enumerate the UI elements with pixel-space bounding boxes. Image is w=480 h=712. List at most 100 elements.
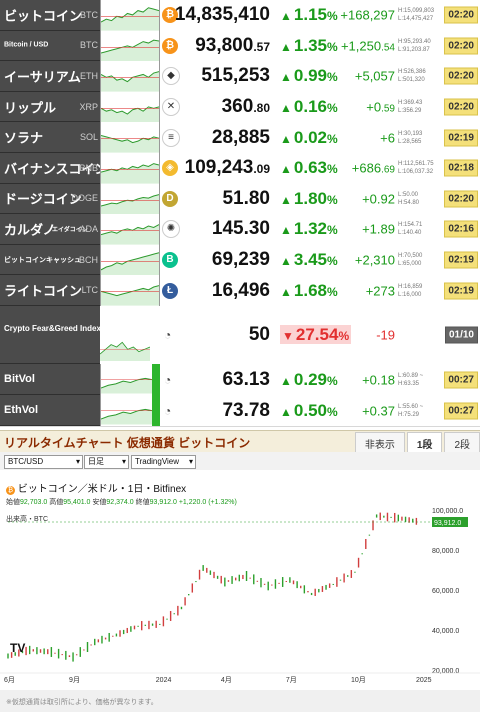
percent-main: 0.16 <box>293 97 327 117</box>
coin-name-cell[interactable]: ソラナ SOL <box>0 122 100 153</box>
sparkline <box>100 122 160 153</box>
coin-name-cell[interactable]: カルダノ エイダコイン ADA <box>0 214 100 245</box>
price-candle <box>144 624 147 626</box>
price-candle <box>21 650 24 654</box>
pair-select[interactable]: BTC/USD <box>4 455 83 469</box>
sparkline-svg <box>101 285 159 306</box>
change-percent: ▲ 1.68% <box>280 281 338 301</box>
price-candle <box>227 580 230 582</box>
vol-sparkline <box>100 395 161 426</box>
diff-main: +686 <box>351 160 382 176</box>
ticker-row-eth[interactable]: イーサリアム ETH ◆ 515,253 ▲ 0.99% +5,057 H:526,386 L:… <box>0 61 480 93</box>
change-percent: ▲ 0.63% <box>280 158 338 178</box>
price-candle <box>65 650 67 660</box>
percent-sign: % <box>326 101 338 116</box>
change-amount: +6 <box>380 130 395 145</box>
price-candle <box>209 570 212 575</box>
coin-name-cell[interactable]: バイナンスコイン BNB <box>0 153 100 184</box>
coin-symbol: BCH <box>78 254 98 265</box>
coin-name-cell[interactable]: リップル XRP <box>0 91 100 123</box>
high-low-range: H:70,500 L:65,000 <box>398 252 440 268</box>
bitcoin-icon: ₿ <box>6 486 15 495</box>
high-low-range: H:369.43 L:356.29 <box>398 99 440 115</box>
percent-main: 1.15 <box>293 5 327 25</box>
ticker-row-btc[interactable]: Bitcoin / USD BTC ₿ 93,800.57 ▲ 1.35% +1,250.5… <box>0 30 480 63</box>
coin-name: ビットコイン <box>4 8 83 24</box>
price-candle <box>234 577 237 581</box>
ticker-row-bnb[interactable]: バイナンスコイン BNB ◈ 109,243.09 ▲ 0.63% +686.69 H:112… <box>0 153 480 185</box>
coin-name-cell[interactable]: ドージコイン DOGE <box>0 183 100 215</box>
price-candle <box>43 648 45 655</box>
price-candle <box>130 626 132 632</box>
price-candle <box>397 514 400 522</box>
price-value: 93,800.57 <box>195 35 270 57</box>
change-value: +1,220.0 (+1.32%) <box>178 499 237 506</box>
price-candle <box>289 577 291 583</box>
high-value: H:16,859 <box>398 283 423 290</box>
coin-subname: エイダコイン <box>52 227 88 234</box>
price-candle <box>245 571 248 581</box>
ticker-row-sol[interactable]: ソラナ SOL ≡ 28,885 ▲ 0.02% +6 H:30,193 L:28,565 02:… <box>0 122 480 154</box>
coin-symbol: XRP <box>79 101 98 112</box>
ticker-row-bch[interactable]: ビットコインキャッシュ BCH B 69,239 ▲ 3.45% +2,310 H:70,50… <box>0 244 480 277</box>
sparkline <box>100 91 160 123</box>
coin-name-cell[interactable]: イーサリアム ETH <box>0 61 100 92</box>
price-candle <box>7 653 9 659</box>
change-amount: +5,057 <box>355 69 395 84</box>
high-low-range: H:15,099,803 L:14,475,427 <box>398 7 440 23</box>
price-candle <box>310 592 313 596</box>
ticker-row-ltc[interactable]: ライトコイン LTC Ł 16,496 ▲ 1.68% +273 H:16,859 L:16,0… <box>0 275 480 307</box>
ticker-row-ada[interactable]: カルダノ エイダコイン ADA ✺ 145.30 ▲ 1.32% +1.89 H:154.71 L… <box>0 214 480 246</box>
price-candle <box>249 577 251 579</box>
price-candle <box>39 649 42 653</box>
ticker-row-doge[interactable]: ドージコイン DOGE D 51.80 ▲ 1.80% +0.92 L:50.00 H:54.8… <box>0 183 480 216</box>
solana-icon: ≡ <box>162 128 180 147</box>
price-value: 360.80 <box>222 96 270 118</box>
price-candle <box>137 625 139 627</box>
price-value: 145.30 <box>212 218 270 240</box>
price-candle <box>332 583 334 585</box>
ticker-row-xrp[interactable]: リップル XRP ✕ 360.80 ▲ 0.16% +0.59 H:369.43 L:356.2… <box>0 91 480 124</box>
percent-sign: % <box>338 329 350 343</box>
sparkline-area <box>101 163 159 184</box>
percent-sign: % <box>326 131 338 146</box>
sparkline-line <box>100 376 161 389</box>
sparkline-svg <box>101 71 159 92</box>
coin-name-cell[interactable]: Bitcoin / USD BTC <box>0 30 100 62</box>
price-candle <box>318 588 320 593</box>
coin-name: Bitcoin / USD <box>4 41 49 49</box>
coin-name-cell[interactable]: ビットコイン BTC <box>0 0 100 31</box>
up-arrow-icon: ▲ <box>280 39 292 54</box>
high-label: 高値 <box>49 499 64 506</box>
up-arrow-icon: ▲ <box>280 192 292 207</box>
vol-sparkline <box>100 364 161 395</box>
price-candle <box>256 580 259 582</box>
price-candle <box>368 534 371 536</box>
percent-main: 0.63 <box>293 158 327 178</box>
ticker-row-btc[interactable]: ビットコイン BTC ₿ 14,835,410 ▲ 1.15% +168,297 H:15,0… <box>0 0 480 32</box>
vol-change-percent: ▲ 0.29% <box>280 370 338 390</box>
view-select[interactable]: TradingView <box>131 455 196 469</box>
sparkline-line <box>101 193 159 207</box>
coin-name-cell[interactable]: ライトコイン LTC <box>0 275 100 306</box>
vol-change-amount: +0.18 <box>362 372 395 387</box>
coin-name-cell[interactable]: ビットコインキャッシュ BCH <box>0 244 100 276</box>
x-tick-label: 10月 <box>351 676 366 684</box>
ticker-row-bitvol[interactable]: BitVol ◔ 63.13 ▲ 0.29% +0.18 L:60.89 ~ H:63.35… <box>0 364 480 396</box>
diff-main: +168,297 <box>340 7 395 23</box>
price-candle <box>285 580 287 582</box>
ticker-row-ethvol[interactable]: EthVol ◔ 73.78 ▲ 0.50% +0.37 L:55.60 ~ H:75.29… <box>0 395 480 427</box>
ticker-row-fear-greed[interactable]: Crypto Fear&Greed Index ◔ 50 ▼ 27.54% -19 01/1… <box>0 306 480 365</box>
high-low-range: H:526,386 L:501,320 <box>398 68 440 84</box>
sparkline <box>100 244 160 276</box>
interval-select[interactable]: 日足 <box>84 455 129 469</box>
price-candle <box>57 648 60 659</box>
price-chart[interactable]: ₿ ビットコイン／米ドル・1日・Bitfinex 始値92,703.0 高値95… <box>0 470 480 690</box>
gauge-icon: ◔ <box>164 328 172 342</box>
sparkline-svg <box>101 193 159 215</box>
high-value: L:50.00 <box>398 191 419 198</box>
sparkline <box>100 275 160 306</box>
vol-range: L:55.60 ~ H:75.29 <box>398 403 424 418</box>
percent-sign: % <box>326 70 338 85</box>
sparkline-line <box>101 252 159 271</box>
